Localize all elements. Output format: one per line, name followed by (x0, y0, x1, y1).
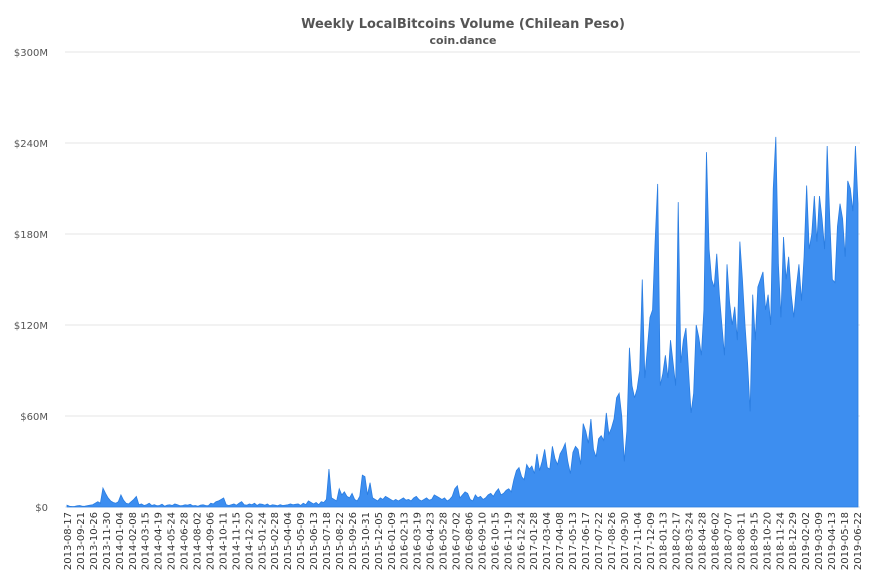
x-tick-label: 2016-01-09 (387, 512, 398, 570)
x-tick-label: 2018-01-13 (659, 512, 670, 570)
x-tick-label: 2016-02-13 (400, 512, 411, 570)
x-tick-label: 2017-12-09 (646, 512, 657, 570)
x-tick-label: 2017-03-04 (542, 512, 553, 570)
area-series (66, 136, 859, 508)
x-tick-label: 2015-05-09 (296, 512, 307, 570)
x-tick-label: 2016-09-10 (477, 512, 488, 570)
x-axis-tick-labels: 2013-08-17 2013-09-21 2013-10-26 2013-11-30… (63, 512, 864, 570)
x-tick-label: 2017-04-08 (555, 512, 566, 570)
x-tick-label: 2018-11-24 (775, 512, 786, 570)
y-tick-label: $60M (20, 412, 48, 423)
x-tick-label: 2014-02-08 (128, 512, 139, 570)
x-tick-label: 2019-05-18 (840, 512, 851, 570)
x-tick-label: 2015-07-18 (322, 512, 333, 570)
x-tick-label: 2018-02-17 (672, 512, 683, 570)
x-tick-label: 2016-07-02 (452, 512, 463, 570)
x-tick-label: 2018-07-07 (723, 512, 734, 570)
x-tick-label: 2017-08-26 (607, 512, 618, 570)
x-tick-label: 2014-06-28 (180, 512, 191, 570)
x-tick-label: 2017-07-22 (594, 512, 605, 570)
x-tick-label: 2016-10-15 (490, 512, 501, 570)
x-tick-label: 2017-06-17 (581, 512, 592, 570)
x-tick-label: 2015-04-04 (283, 512, 294, 570)
x-tick-label: 2013-11-30 (102, 512, 113, 570)
y-tick-label: $0 (35, 503, 48, 514)
x-tick-label: 2018-08-11 (736, 512, 747, 570)
y-tick-label: $180M (14, 230, 48, 241)
x-tick-label: 2014-12-20 (244, 512, 255, 570)
x-tick-label: 2019-04-13 (827, 512, 838, 570)
x-tick-label: 2016-03-19 (413, 512, 424, 570)
y-tick-label: $300M (14, 48, 48, 59)
x-tick-label: 2017-05-13 (568, 512, 579, 570)
y-axis-tick-labels: $0 $60M $120M $180M $240M $300M (14, 48, 48, 514)
x-tick-label: 2015-10-31 (361, 512, 372, 570)
volume-area (66, 136, 859, 508)
x-tick-label: 2017-09-30 (620, 512, 631, 570)
x-tick-label: 2018-04-28 (698, 512, 709, 570)
x-tick-label: 2019-06-22 (853, 512, 864, 570)
x-tick-label: 2015-08-22 (335, 512, 346, 570)
x-tick-label: 2018-12-29 (788, 512, 799, 570)
x-tick-label: 2015-06-13 (309, 512, 320, 570)
x-tick-label: 2017-01-28 (529, 512, 540, 570)
x-tick-label: 2015-09-26 (348, 512, 359, 570)
x-tick-label: 2016-08-06 (464, 512, 475, 570)
x-tick-label: 2014-08-02 (193, 512, 204, 570)
x-tick-label: 2013-09-21 (76, 512, 87, 570)
x-tick-label: 2018-03-24 (685, 512, 696, 570)
x-tick-label: 2018-06-02 (711, 512, 722, 570)
y-tick-label: $240M (14, 139, 48, 150)
x-tick-label: 2013-08-17 (63, 512, 74, 570)
x-tick-label: 2014-10-11 (218, 512, 229, 570)
x-tick-label: 2016-05-28 (439, 512, 450, 570)
x-tick-label: 2019-03-09 (814, 512, 825, 570)
x-tick-label: 2018-10-20 (762, 512, 773, 570)
x-tick-label: 2017-11-04 (633, 512, 644, 570)
x-tick-label: 2016-12-24 (516, 512, 527, 570)
x-tick-label: 2013-10-26 (89, 512, 100, 570)
x-tick-label: 2016-04-23 (426, 512, 437, 570)
x-tick-label: 2015-02-28 (270, 512, 281, 570)
x-tick-label: 2016-11-19 (503, 512, 514, 570)
x-tick-label: 2014-09-06 (205, 512, 216, 570)
x-tick-label: 2015-12-05 (374, 512, 385, 570)
x-tick-label: 2014-11-15 (231, 512, 242, 570)
y-tick-label: $120M (14, 321, 48, 332)
x-tick-label: 2014-04-19 (154, 512, 165, 570)
x-tick-label: 2015-01-24 (257, 512, 268, 570)
x-tick-label: 2014-05-24 (167, 512, 178, 570)
x-tick-label: 2014-03-15 (141, 512, 152, 570)
x-tick-label: 2019-02-02 (801, 512, 812, 570)
chart-title: Weekly LocalBitcoins Volume (Chilean Pes… (301, 17, 625, 32)
x-tick-label: 2014-01-04 (115, 512, 126, 570)
chart-subtitle: coin.dance (430, 34, 497, 47)
x-tick-label: 2018-09-15 (749, 512, 760, 570)
